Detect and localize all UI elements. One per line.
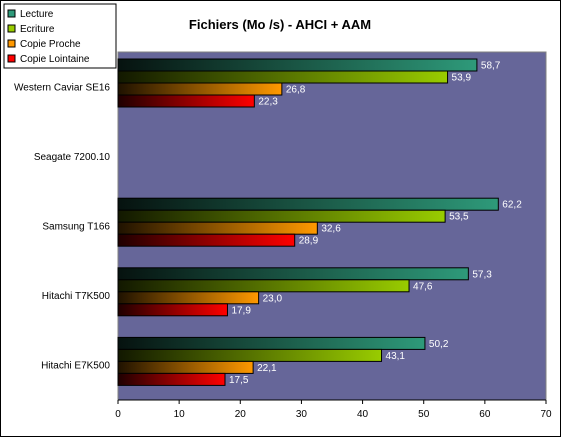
bar-western-caviar-se16-copie-lointaine: [117, 94, 255, 108]
category-label-samsung-t166: Samsung T166: [42, 222, 110, 233]
legend-swatch-ecriture: [7, 24, 16, 33]
bars-layer: 58,7 53,9 26,8 22,3 62,2 53,5 32,628,9 57,3 47,6…: [117, 58, 522, 386]
x-tick-label-20: 20: [235, 409, 247, 420]
bar-hitachi-t7k500-copie-proche: [117, 291, 260, 305]
legend-swatch-copie-lointaine: [7, 54, 16, 63]
data-label-samsung-t166-ecriture: 53,5: [449, 212, 469, 223]
data-label-western-caviar-se16-copie-lointaine: 22,3: [258, 97, 278, 108]
data-label-western-caviar-se16-ecriture: 53,9: [452, 73, 472, 84]
bar-samsung-t166-copie-lointaine: [117, 233, 296, 247]
category-label-hitachi-t7k500: Hitachi T7K500: [42, 291, 111, 302]
data-label-hitachi-t7k500-lecture: 57,3: [472, 269, 492, 280]
data-label-western-caviar-se16-lecture: 58,7: [481, 61, 501, 72]
x-tick-label-50: 50: [418, 409, 430, 420]
x-tick-label-60: 60: [479, 409, 491, 420]
bar-hitachi-e7k500-lecture: [117, 336, 426, 350]
legend-label-lecture: Lecture: [20, 9, 54, 20]
chart-title: Fichiers (Mo /s) - AHCI + AAM: [189, 17, 371, 32]
bar-samsung-t166-lecture: [117, 197, 499, 211]
bar-samsung-t166-copie-proche: [117, 221, 318, 235]
data-label-western-caviar-se16-copie-proche: 26,8: [286, 85, 306, 96]
bar-samsung-t166-ecriture: [117, 209, 446, 223]
x-tick-label-30: 30: [296, 409, 308, 420]
bar-western-caviar-se16-lecture: [117, 58, 478, 72]
category-label-hitachi-e7k500: Hitachi E7K500: [41, 361, 110, 372]
bar-hitachi-e7k500-copie-lointaine: [117, 372, 226, 386]
data-label-hitachi-t7k500-copie-proche: 23,0: [263, 293, 283, 304]
data-label-samsung-t166-copie-lointaine: 28,9: [299, 236, 319, 247]
bar-hitachi-t7k500-ecriture: [117, 279, 410, 293]
legend-box: [3, 3, 117, 69]
x-tick-label-10: 10: [174, 409, 186, 420]
legend-swatch-copie-proche: [7, 39, 16, 48]
data-label-hitachi-e7k500-copie-proche: 22,1: [257, 363, 277, 374]
data-label-samsung-t166-copie-proche: 32,6: [321, 224, 341, 235]
bar-hitachi-t7k500-copie-lointaine: [117, 303, 228, 317]
legend-swatch-lecture: [7, 9, 16, 18]
category-label-western-caviar-se16: Western Caviar SE16: [14, 82, 110, 93]
legend-label-copie-proche: Copie Proche: [20, 39, 81, 50]
bar-hitachi-e7k500-copie-proche: [117, 360, 254, 374]
bar-hitachi-t7k500-lecture: [117, 267, 469, 281]
data-label-hitachi-t7k500-copie-lointaine: 17,9: [231, 305, 251, 316]
axis-layer: Western Caviar SE16 Seagate 7200.10 Samsun…: [14, 82, 552, 420]
data-label-hitachi-e7k500-copie-lointaine: 17,5: [229, 375, 249, 386]
bar-western-caviar-se16-copie-proche: [117, 82, 283, 96]
bar-western-caviar-se16-ecriture: [117, 70, 449, 84]
x-tick-label-40: 40: [357, 409, 369, 420]
legend: Lecture Ecriture Copie Proche Copie Lointai…: [3, 3, 117, 69]
x-tick-label-70: 70: [540, 409, 552, 420]
data-label-hitachi-t7k500-ecriture: 47,6: [413, 281, 433, 292]
legend-label-ecriture: Ecriture: [20, 24, 55, 35]
legend-label-copie-lointaine: Copie Lointaine: [20, 54, 90, 65]
data-label-samsung-t166-lecture: 62,2: [502, 200, 522, 211]
x-tick-label-0: 0: [115, 409, 121, 420]
category-label-seagate-7200-10: Seagate 7200.10: [34, 152, 111, 163]
bar-hitachi-e7k500-ecriture: [117, 348, 383, 362]
data-label-hitachi-e7k500-lecture: 50,2: [429, 339, 449, 350]
data-label-hitachi-e7k500-ecriture: 43,1: [386, 351, 406, 362]
